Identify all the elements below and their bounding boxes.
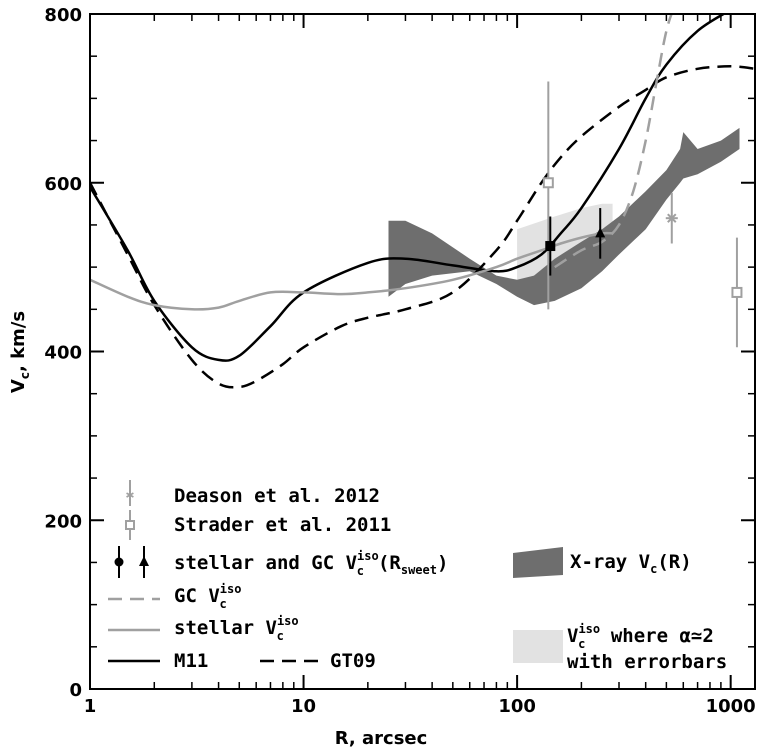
data-points bbox=[542, 81, 743, 348]
svg-text:GT09: GT09 bbox=[330, 650, 376, 672]
x-tick-label: 1000 bbox=[706, 696, 756, 717]
legend-iso: Viso c where α≃2 with errorbars bbox=[513, 622, 727, 673]
y-tick-label: 800 bbox=[44, 5, 82, 26]
x-axis-label: R, arcsec bbox=[335, 728, 428, 749]
y-axis-label: Vc, km/s bbox=[8, 311, 32, 393]
legend-stellar: stellar Viso c bbox=[108, 614, 299, 643]
legend-strader: Strader et al. 2011 bbox=[125, 510, 391, 540]
svg-text:✱: ✱ bbox=[126, 487, 135, 503]
axis-ticks: 1 10 100 1000 0 200 400 600 800 bbox=[44, 5, 755, 717]
x-tick-label: 10 bbox=[291, 696, 316, 717]
svg-text:M11: M11 bbox=[174, 650, 208, 672]
y-tick-label: 600 bbox=[44, 174, 82, 195]
legend-gc: GC Viso c bbox=[108, 582, 241, 611]
series-gt09 bbox=[90, 65, 755, 389]
point-deason bbox=[665, 192, 678, 244]
curves bbox=[90, 14, 755, 389]
svg-text:X-ray Vc(R): X-ray Vc(R) bbox=[570, 551, 692, 576]
legend-m11: M11 bbox=[108, 650, 208, 672]
svg-text:with errorbars: with errorbars bbox=[567, 651, 727, 673]
y-tick-label: 400 bbox=[44, 343, 82, 364]
point-stellar-sweet bbox=[545, 216, 556, 276]
legend-deason: ✱ Deason et al. 2012 bbox=[126, 480, 380, 507]
legend-gt09: GT09 bbox=[260, 650, 376, 672]
iso-band bbox=[517, 203, 613, 289]
point-strader bbox=[542, 81, 554, 310]
y-tick-label: 0 bbox=[69, 680, 82, 701]
series-gc bbox=[554, 14, 673, 269]
svg-text:Deason et al. 2012: Deason et al. 2012 bbox=[174, 485, 380, 507]
legend: ✱ Deason et al. 2012 Strader et al. 2011… bbox=[108, 480, 727, 673]
svg-text:Strader et al. 2011: Strader et al. 2011 bbox=[174, 514, 391, 536]
x-tick-label: 1 bbox=[84, 696, 97, 717]
legend-sweet: stellar and GC Viso c (Rsweet) bbox=[114, 546, 448, 578]
series-stellar bbox=[90, 231, 613, 311]
series-m11 bbox=[90, 14, 726, 362]
legend-xray: X-ray Vc(R) bbox=[513, 547, 692, 578]
point-strader bbox=[731, 237, 743, 348]
bands bbox=[388, 127, 740, 306]
point-gc-sweet bbox=[595, 208, 606, 259]
xray-band bbox=[388, 127, 740, 306]
x-tick-label: 100 bbox=[498, 696, 536, 717]
y-tick-label: 200 bbox=[44, 511, 82, 532]
y-axis-label-sub: c bbox=[18, 372, 32, 379]
